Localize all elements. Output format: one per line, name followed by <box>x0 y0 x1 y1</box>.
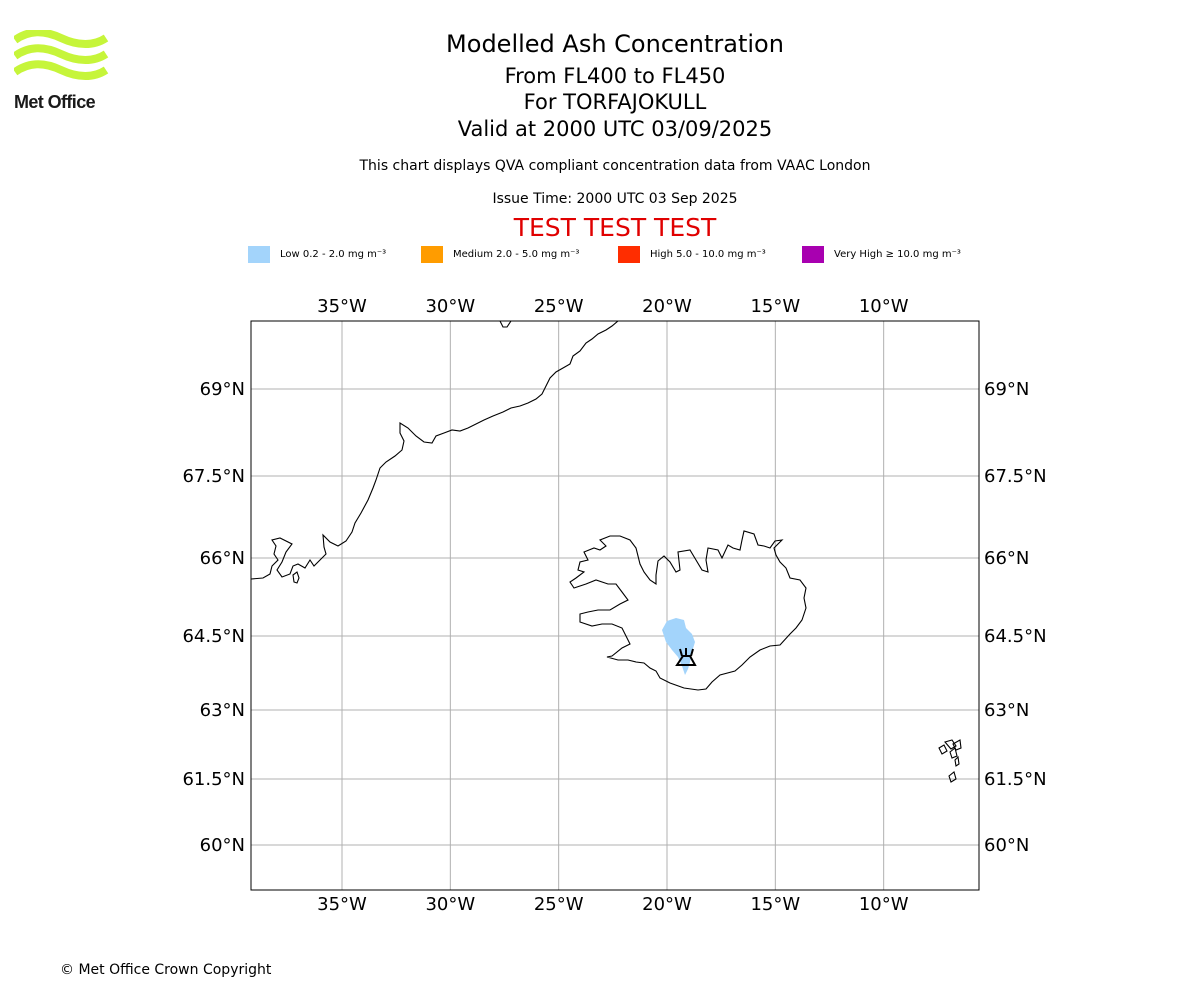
map-frame <box>250 320 980 891</box>
logo-text: Met Office <box>14 92 96 112</box>
issue-time: Issue Time: 2000 UTC 03 Sep 2025 <box>492 191 738 207</box>
lon-tick-label-top: 20°W <box>642 296 692 317</box>
lat-tick-label-right: 60°N <box>984 835 1029 856</box>
lat-tick-label-left: 63°N <box>200 700 245 721</box>
lat-tick-label-right: 64.5°N <box>984 626 1047 647</box>
lon-tick-label-bottom: 30°W <box>425 894 475 915</box>
lat-tick-label-left: 61.5°N <box>182 769 245 790</box>
iceland-coastline <box>569 530 807 691</box>
lat-tick-label-left: 67.5°N <box>182 466 245 487</box>
legend-item-high: High 5.0 - 10.0 mg m⁻³ <box>618 245 766 263</box>
valid-time: Valid at 2000 UTC 03/09/2025 <box>457 117 773 141</box>
lon-tick-label-top: 25°W <box>534 296 584 317</box>
legend-label-very-high: Very High ≥ 10.0 mg m⁻³ <box>834 248 961 260</box>
lat-tick-label-right: 63°N <box>984 700 1029 721</box>
lon-tick-label-bottom: 15°W <box>750 894 800 915</box>
lat-tick-label-right: 66°N <box>984 548 1029 569</box>
lat-tick-label-right: 61.5°N <box>984 769 1047 790</box>
lon-tick-label-bottom: 10°W <box>859 894 909 915</box>
greenland-coastline <box>251 321 619 580</box>
met-office-logo: Met Office <box>12 28 109 112</box>
lon-tick-label-top: 35°W <box>317 296 367 317</box>
lon-tick-label-top: 10°W <box>859 296 909 317</box>
faroe-islands <box>938 739 962 783</box>
volcano-name: For TORFAJOKULL <box>523 90 707 114</box>
lat-tick-label-right: 69°N <box>984 379 1029 400</box>
map-gridlines <box>251 321 979 890</box>
flight-levels: From FL400 to FL450 <box>504 64 726 88</box>
ash-area-low <box>662 618 695 675</box>
lon-tick-label-bottom: 25°W <box>534 894 584 915</box>
lat-tick-label-right: 67.5°N <box>984 466 1047 487</box>
legend-swatch-low <box>248 245 270 263</box>
lat-tick-label-left: 64.5°N <box>182 626 245 647</box>
legend-label-high: High 5.0 - 10.0 mg m⁻³ <box>650 248 766 260</box>
lon-tick-label-top: 15°W <box>750 296 800 317</box>
greenland-island <box>292 571 300 584</box>
legend-label-low: Low 0.2 - 2.0 mg m⁻³ <box>280 248 387 260</box>
chart-title: Modelled Ash Concentration <box>446 30 784 58</box>
lon-tick-label-bottom: 20°W <box>642 894 692 915</box>
axis-tick-labels: 35°W 35°W 30°W 30°W 25°W 25°W 20°W 20°W 15°W 15°W… <box>182 296 1046 915</box>
legend-item-very-high: Very High ≥ 10.0 mg m⁻³ <box>802 245 961 263</box>
lat-tick-label-left: 69°N <box>200 379 245 400</box>
copyright-notice: © Met Office Crown Copyright <box>60 962 272 978</box>
legend-item-medium: Medium 2.0 - 5.0 mg m⁻³ <box>421 245 579 263</box>
legend-swatch-medium <box>421 245 443 263</box>
chart-description: This chart displays QVA compliant concen… <box>359 158 871 174</box>
lat-tick-label-left: 60°N <box>200 835 245 856</box>
test-banner: TEST TEST TEST <box>513 213 717 242</box>
volcano-icon <box>675 648 697 666</box>
legend-swatch-high <box>618 245 640 263</box>
greenland-cape <box>499 321 512 328</box>
legend-swatch-very-high <box>802 245 824 263</box>
lon-tick-label-bottom: 35°W <box>317 894 367 915</box>
lon-tick-label-top: 30°W <box>425 296 475 317</box>
lat-tick-label-left: 66°N <box>200 548 245 569</box>
met-office-wave-icon <box>12 28 109 80</box>
legend-label-medium: Medium 2.0 - 5.0 mg m⁻³ <box>453 248 580 260</box>
legend-item-low: Low 0.2 - 2.0 mg m⁻³ <box>248 245 386 263</box>
